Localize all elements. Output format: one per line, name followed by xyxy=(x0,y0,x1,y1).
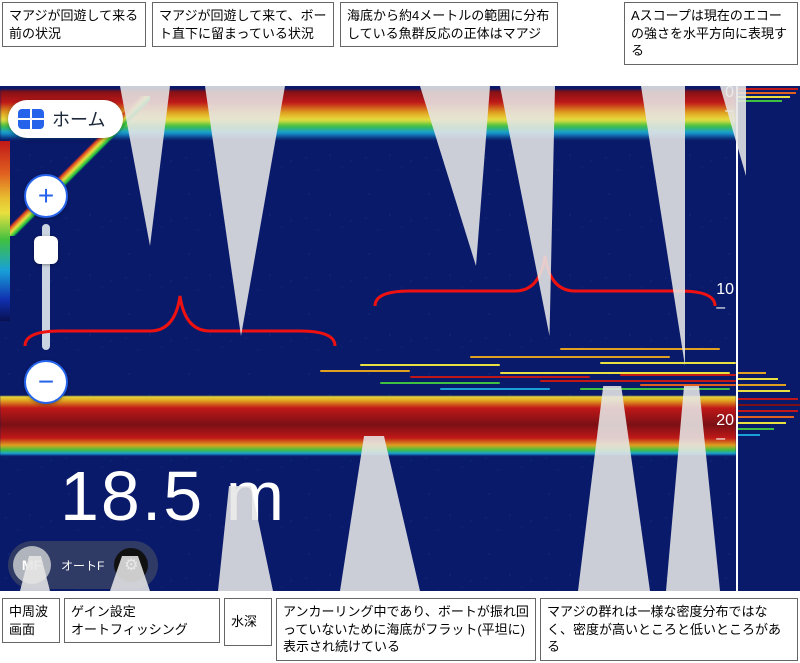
annotation-ascope: Aスコープは現在のエコーの強さを水平方向に表現する xyxy=(624,2,798,65)
annotation-flat-bottom: アンカーリング中であり、ボートが振れ回っていないために海底がフラット(平坦に)表… xyxy=(276,598,536,661)
auto-gain-label: オートF xyxy=(61,557,104,574)
grid-icon xyxy=(18,109,44,129)
annotation-fish-distribution: 海底から約4メートルの範囲に分布している魚群反応の正体はマアジ xyxy=(340,2,558,47)
sonar-display: 01020 ホーム + − 18.5 m MF オートF ⚙ xyxy=(0,86,800,591)
brace-left xyxy=(20,286,340,356)
plus-icon: + xyxy=(38,182,54,210)
echo-colorbar xyxy=(0,141,10,321)
annotation-mf-screen: 中周波画面 xyxy=(2,598,60,643)
annotation-gain-setting: ゲイン設定 オートフィッシング xyxy=(64,598,220,643)
zoom-in-button[interactable]: + xyxy=(24,174,68,218)
minus-icon: − xyxy=(38,368,54,396)
annotation-school-under-boat: マアジが回遊して来て、ボート直下に留まっている状況 xyxy=(152,2,334,47)
range-slider-thumb[interactable] xyxy=(34,236,58,264)
annotation-before-school: マアジが回遊して来る前の状況 xyxy=(2,2,146,47)
home-label: ホーム xyxy=(52,106,105,132)
annotation-depth: 水深 xyxy=(224,598,272,646)
annotation-density-variation: マアジの群れは一様な密度分布ではなく、密度が高いところと低いところがある xyxy=(540,598,798,661)
zoom-out-button[interactable]: − xyxy=(24,360,68,404)
home-button[interactable]: ホーム xyxy=(8,100,123,138)
